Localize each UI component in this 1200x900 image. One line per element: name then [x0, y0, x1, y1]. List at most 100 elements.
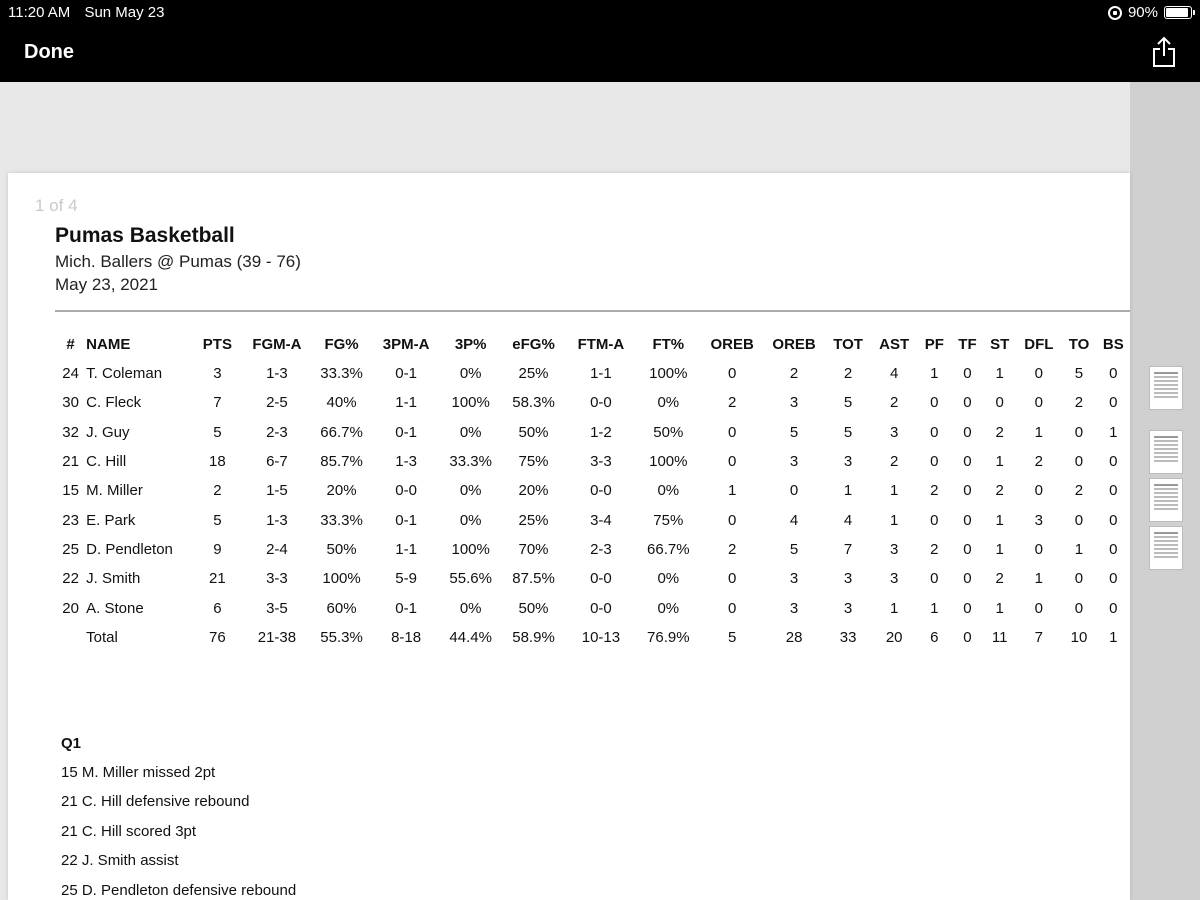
- column-header: DFL: [1024, 336, 1054, 353]
- table-cell: 2: [727, 394, 737, 412]
- table-cell: 0%: [459, 599, 482, 617]
- column-header: FG%: [324, 336, 359, 353]
- table-cell: 58.9%: [512, 628, 555, 646]
- table-cell: 0: [1074, 453, 1084, 471]
- page-thumbnail[interactable]: [1149, 478, 1183, 522]
- game-matchup: Mich. Ballers @ Pumas (39 - 76): [55, 252, 301, 271]
- table-cell: 0-0: [590, 570, 612, 588]
- page-indicator: 1 of 4: [35, 196, 78, 215]
- table-cell: 6-7: [266, 453, 288, 471]
- table-cell: M. Miller: [86, 482, 143, 500]
- table-cell: Total: [86, 628, 118, 646]
- table-cell: 10: [1070, 628, 1088, 646]
- table-row: 25 D. Pendleton 9 2-4 50% 1-1 100% 70% 2-3 66.7% 2…: [55, 535, 1130, 564]
- table-row: 32 J. Guy 5 2-3 66.7% 0-1 0% 50% 1-2 50% 0 5 5 3 0 0 2 1 0…: [55, 418, 1130, 447]
- table-cell: 70%: [518, 540, 549, 558]
- table-cell: 100%: [451, 540, 490, 558]
- game-date: May 23, 2021: [55, 275, 159, 294]
- table-cell: 2: [843, 365, 853, 383]
- table-cell: 0: [930, 511, 939, 529]
- table-cell: 3: [213, 365, 222, 383]
- table-cell: 2: [727, 540, 737, 558]
- share-icon[interactable]: [1152, 36, 1176, 68]
- table-cell: 0: [963, 540, 972, 558]
- page-thumbnail[interactable]: [1149, 430, 1183, 474]
- table-cell: 21: [62, 453, 79, 471]
- table-cell: 1: [1034, 570, 1044, 588]
- table-cell: 3: [789, 599, 799, 617]
- table-cell: 0: [995, 394, 1004, 412]
- table-row: 22 J. Smith 21 3-3 100% 5-9 55.6% 87.5% 0-0 0% 0 3 3…: [55, 564, 1130, 593]
- table-cell: 2: [1034, 453, 1044, 471]
- table-cell: 2: [930, 540, 939, 558]
- table-cell: 0-1: [395, 423, 417, 441]
- table-cell: 20%: [326, 482, 357, 500]
- table-cell: 0: [1109, 365, 1118, 383]
- table-cell: 0: [963, 423, 972, 441]
- play-event: 15 M. Miller missed 2pt: [61, 764, 216, 781]
- table-cell: 50%: [326, 540, 357, 558]
- table-cell: 0: [727, 570, 737, 588]
- table-cell: 0-0: [590, 599, 612, 617]
- table-cell: 2: [889, 394, 899, 412]
- table-cell: 20: [62, 599, 79, 617]
- page-thumbnail[interactable]: [1149, 366, 1183, 410]
- thumbnail-sidebar[interactable]: [1130, 82, 1200, 900]
- table-cell: 0: [963, 365, 972, 383]
- top-bar: 11:20 AM Sun May 23 90% Done: [0, 0, 1200, 82]
- done-button[interactable]: Done: [24, 41, 74, 63]
- table-cell: 2: [789, 365, 799, 383]
- play-by-play: Q1 15 M. Miller missed 2pt 21 C. Hill def…: [61, 735, 296, 900]
- table-cell: [55, 623, 86, 652]
- table-cell: 1: [889, 599, 899, 617]
- table-cell: 2: [995, 570, 1004, 588]
- table-cell: 5: [727, 628, 737, 646]
- table-cell: A. Stone: [86, 599, 144, 617]
- table-cell: 6: [930, 628, 939, 646]
- table-cell: 2: [889, 453, 899, 471]
- column-header: AST: [879, 336, 910, 353]
- table-cell: 25: [62, 540, 79, 558]
- table-cell: 1: [1074, 540, 1084, 558]
- table-cell: 0%: [459, 482, 482, 500]
- table-cell: 7: [213, 394, 222, 412]
- total-row: Total 76 21-38 55.3% 8-18 44.4% 58.9% 10-13 76.9…: [55, 623, 1130, 652]
- table-cell: 87.5%: [512, 570, 555, 588]
- table-row: 20 A. Stone 6 3-5 60% 0-1 0% 50% 0-0 0% 0 3 3 1 1 0 1 0 0 0: [55, 593, 1130, 622]
- table-cell: J. Smith: [86, 570, 141, 588]
- table-cell: 2: [995, 482, 1004, 500]
- table-cell: 0: [1034, 394, 1044, 412]
- table-cell: 3: [789, 394, 799, 412]
- table-row: 21 C. Hill 18 6-7 85.7% 1-3 33.3% 75% 3-3 100% 0 3 3…: [55, 447, 1130, 476]
- table-cell: 5: [789, 540, 799, 558]
- table-cell: 3-4: [590, 511, 612, 529]
- table-cell: 5: [789, 423, 799, 441]
- table-cell: 0: [1034, 599, 1044, 617]
- table-cell: 20%: [518, 482, 549, 500]
- table-cell: 7: [1034, 628, 1044, 646]
- table-cell: 4: [843, 511, 853, 529]
- table-cell: 1-1: [590, 365, 612, 383]
- table-cell: 32: [62, 423, 79, 441]
- table-cell: 5-9: [395, 570, 417, 588]
- table-cell: 0: [963, 482, 972, 500]
- table-cell: 22: [62, 570, 79, 588]
- table-cell: 0: [1074, 423, 1084, 441]
- table-cell: 1-3: [266, 511, 288, 529]
- table-cell: 55.6%: [449, 570, 492, 588]
- table-cell: 1: [930, 599, 939, 617]
- table-cell: 5: [213, 423, 222, 441]
- table-cell: 15: [62, 482, 79, 500]
- table-cell: 0: [963, 628, 972, 646]
- table-cell: 0%: [657, 599, 680, 617]
- column-header: 3P%: [454, 336, 487, 353]
- column-header: OREB: [772, 336, 816, 353]
- document-page[interactable]: 1 of 4 Pumas Basketball Mich. Ballers @ …: [8, 173, 1130, 900]
- table-cell: 0: [727, 599, 737, 617]
- table-cell: 24: [62, 365, 79, 383]
- table-cell: 1: [995, 511, 1004, 529]
- table-cell: 0%: [459, 511, 482, 529]
- page-thumbnail[interactable]: [1149, 526, 1183, 570]
- column-header: ST: [990, 336, 1010, 353]
- table-cell: C. Hill: [86, 453, 127, 471]
